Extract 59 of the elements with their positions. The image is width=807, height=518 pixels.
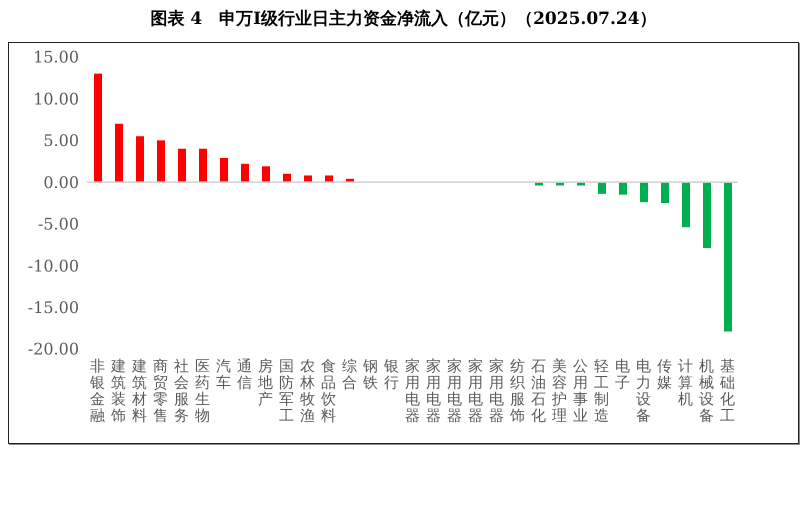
x-tick-label: 基础化工 xyxy=(719,357,735,424)
bar xyxy=(703,182,711,248)
x-tick-label: 机械设备 xyxy=(699,357,714,424)
x-tick-label: 通信 xyxy=(237,357,252,392)
x-tick-label: 家用电器 xyxy=(426,357,441,424)
bar xyxy=(199,148,207,182)
bar xyxy=(304,175,312,182)
x-tick-label: 汽车 xyxy=(216,357,231,392)
y-tick-label: -20.00 xyxy=(28,340,79,359)
x-tick-label: 社会服务 xyxy=(174,357,189,424)
x-tick-label: 国防军工 xyxy=(279,357,294,424)
y-tick-label: 15.00 xyxy=(33,48,79,67)
bar xyxy=(724,182,732,332)
x-tick-label: 食品饮料 xyxy=(320,357,336,424)
bar xyxy=(262,166,270,182)
bar xyxy=(220,158,228,182)
x-tick-label: 电子 xyxy=(615,357,630,392)
x-tick-label: 公用事业 xyxy=(573,357,588,424)
x-tick-label: 农林牧渔 xyxy=(299,357,315,424)
x-tick-label: 石油石化 xyxy=(531,357,546,424)
x-tick-label: 医药生物 xyxy=(195,357,210,424)
x-tick-label: 综合 xyxy=(342,357,357,392)
chart-title: 图表 4 申万Ⅰ级行业日主力资金净流入（亿元）（2025.07.24） xyxy=(149,8,658,31)
x-tick-label: 银行 xyxy=(383,357,399,392)
y-tick-label: -5.00 xyxy=(38,214,79,234)
bar xyxy=(241,164,249,182)
y-tick-label: 0.00 xyxy=(43,172,79,192)
x-tick-label: 家用电器 xyxy=(447,357,462,424)
bar xyxy=(640,182,648,202)
x-tick-label: 钢铁 xyxy=(362,357,378,392)
bar xyxy=(682,182,690,228)
y-tick-label: -10.00 xyxy=(28,256,79,276)
bar xyxy=(115,124,123,182)
x-tick-label: 传媒 xyxy=(657,357,672,392)
bar xyxy=(598,182,606,194)
bar xyxy=(325,175,333,182)
bar xyxy=(283,174,291,182)
bar xyxy=(619,182,627,195)
x-tick-label: 非银金融 xyxy=(89,357,105,424)
bar xyxy=(178,148,186,182)
x-tick-label: 商贸零售 xyxy=(153,357,168,424)
x-tick-label: 建筑材料 xyxy=(131,357,147,424)
x-tick-label: 电力设备 xyxy=(636,357,651,424)
x-tick-label: 房地产 xyxy=(257,357,273,408)
y-tick-label: -15.00 xyxy=(28,298,79,317)
bar xyxy=(94,74,102,182)
y-tick-label: 5.00 xyxy=(43,131,79,150)
bar xyxy=(136,136,144,182)
x-tick-label: 轻工制造 xyxy=(594,357,609,424)
x-tick-label: 家用电器 xyxy=(405,357,420,424)
x-tick-label: 家用电器 xyxy=(489,357,504,424)
x-tick-label: 建筑装饰 xyxy=(110,357,126,424)
bar xyxy=(661,182,669,203)
y-tick-label: 10.00 xyxy=(33,89,79,108)
x-tick-label: 纺织服饰 xyxy=(509,357,525,424)
x-tick-label: 家用电器 xyxy=(468,357,483,424)
bar xyxy=(157,140,165,182)
x-tick-label: 美容护理 xyxy=(551,357,567,424)
x-tick-label: 计算机 xyxy=(678,357,693,408)
